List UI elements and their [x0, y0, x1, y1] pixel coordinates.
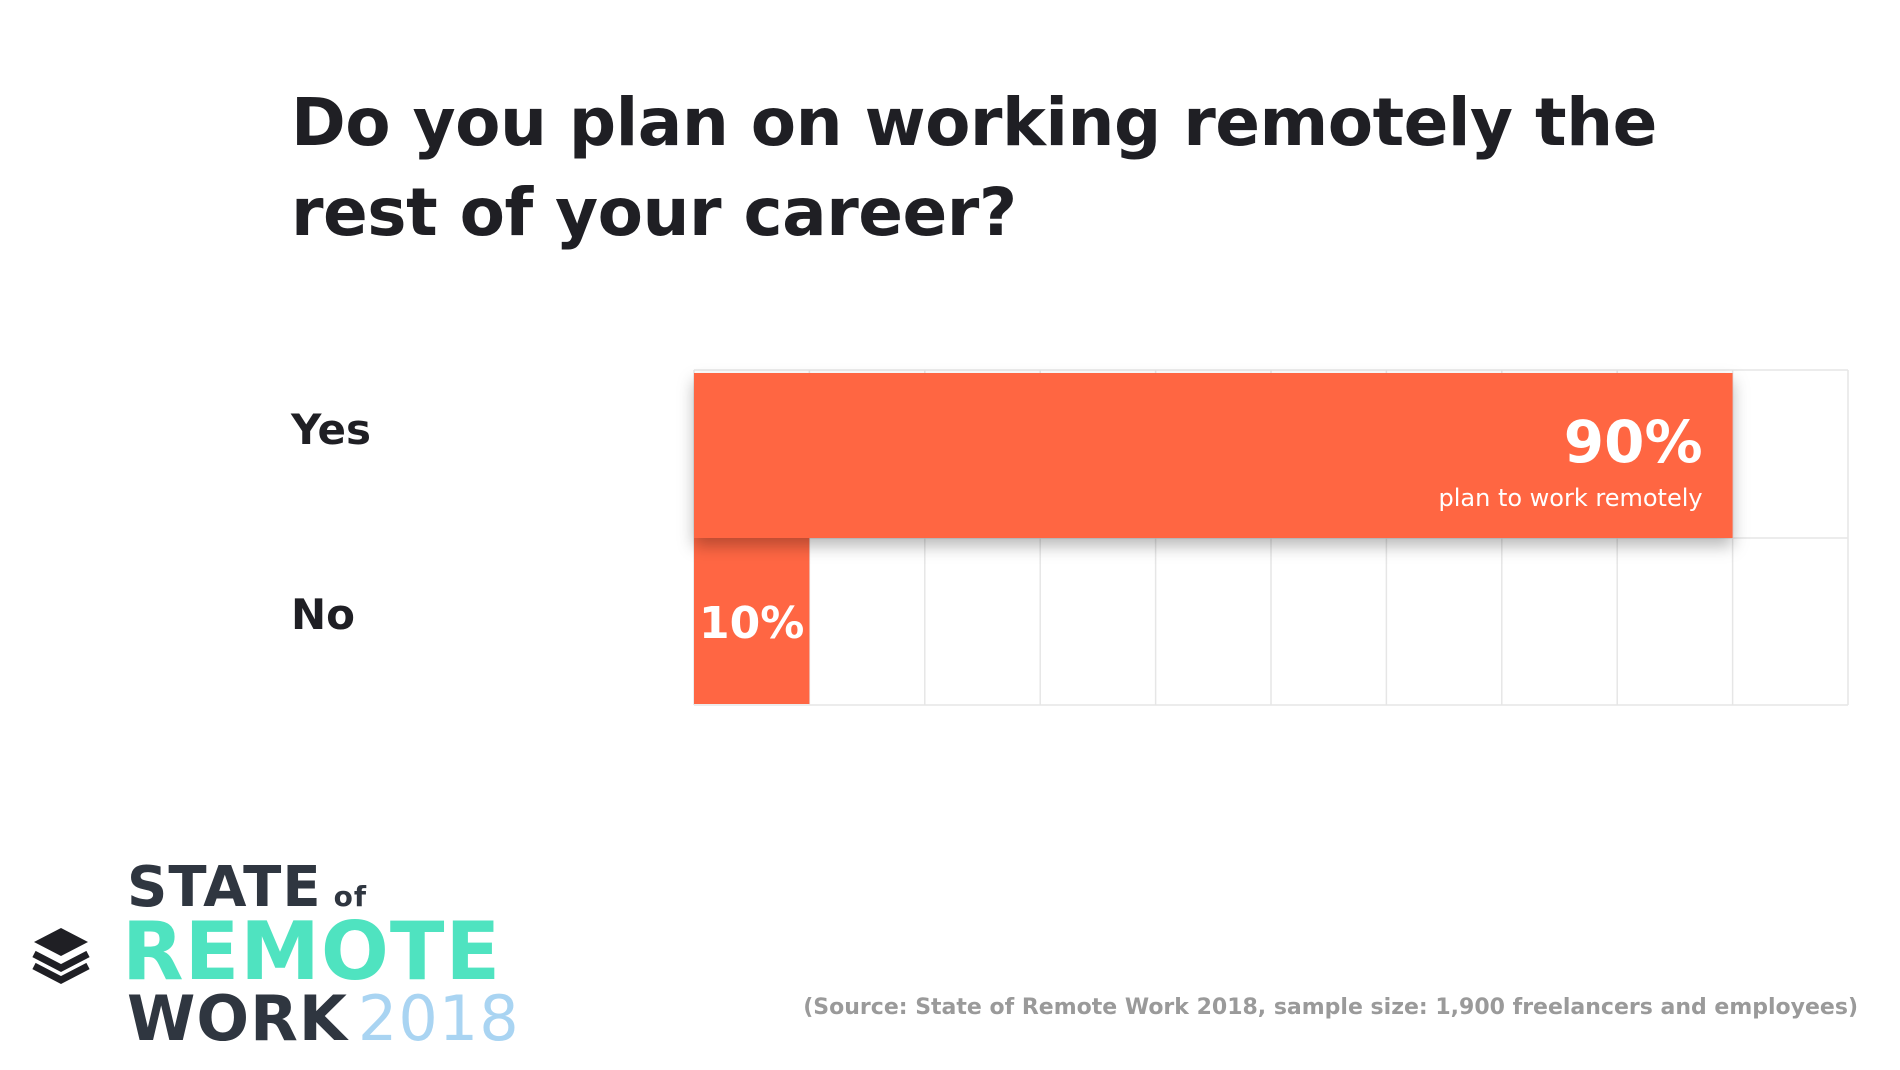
logo-state: STATE of [127, 855, 368, 920]
state-of-remote-work-logo: STATE of REMOTE WORK 2018 [30, 860, 530, 1050]
data-label-no: 10% [699, 598, 804, 649]
title-line-1: Do you plan on working remotely the [291, 84, 1657, 161]
category-label-no: No [291, 590, 356, 639]
logo-remote: REMOTE [122, 905, 502, 998]
category-label-yes: Yes [291, 405, 372, 454]
source-note: (Source: State of Remote Work 2018, samp… [803, 995, 1858, 1020]
layers-icon [32, 928, 90, 984]
data-labels: 90% plan to work remotely 10% [699, 408, 1703, 649]
bar-yes [694, 373, 1733, 538]
bar-no [694, 538, 810, 704]
logo-work: WORK 2018 [127, 982, 520, 1055]
chart-title: Do you plan on working remotely the rest… [291, 78, 1691, 258]
logo-of: of [333, 880, 368, 913]
logo-year: 2018 [357, 982, 520, 1055]
bars [694, 373, 1733, 704]
data-label-yes: 90% [1564, 408, 1703, 476]
annotation-yes: plan to work remotely [1439, 484, 1703, 512]
title-line-2: rest of your career? [291, 174, 1017, 251]
